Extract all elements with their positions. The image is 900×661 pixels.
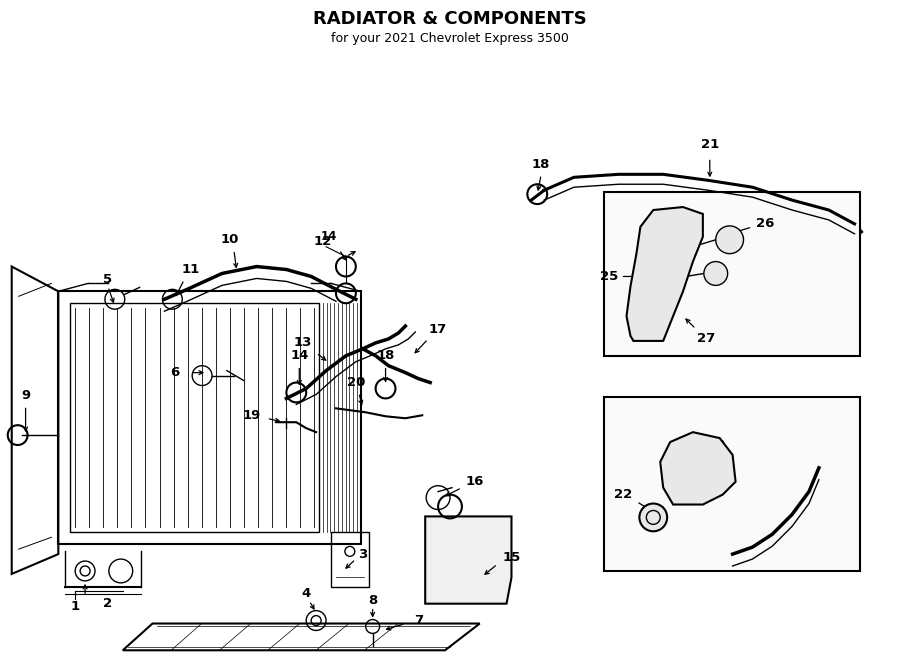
Text: 2: 2	[104, 597, 112, 610]
Text: 26: 26	[756, 217, 775, 231]
Text: for your 2021 Chevrolet Express 3500: for your 2021 Chevrolet Express 3500	[331, 32, 569, 45]
Circle shape	[716, 226, 743, 254]
Text: RADIATOR & COMPONENTS: RADIATOR & COMPONENTS	[313, 10, 587, 28]
Text: 23: 23	[706, 438, 724, 451]
Text: 3: 3	[358, 547, 367, 561]
Text: 7: 7	[414, 614, 423, 627]
Polygon shape	[661, 432, 735, 504]
Text: 22: 22	[615, 488, 633, 501]
Text: 10: 10	[220, 233, 239, 247]
Text: 17: 17	[429, 323, 447, 336]
Text: 4: 4	[302, 587, 310, 600]
Text: 20: 20	[346, 376, 365, 389]
Text: 18: 18	[532, 158, 551, 171]
Text: 13: 13	[294, 336, 312, 350]
Text: 15: 15	[502, 551, 520, 564]
Text: 27: 27	[697, 332, 715, 346]
Text: 8: 8	[368, 594, 377, 607]
Text: 24: 24	[647, 505, 665, 518]
Text: 1: 1	[70, 600, 80, 613]
Circle shape	[639, 504, 667, 531]
Text: 14: 14	[320, 230, 338, 243]
Polygon shape	[425, 516, 511, 603]
Bar	[604, 192, 860, 356]
Text: 5: 5	[104, 273, 112, 286]
Circle shape	[704, 262, 727, 286]
Text: 6: 6	[170, 366, 179, 379]
Text: 21: 21	[701, 138, 719, 151]
Bar	[604, 397, 860, 571]
Bar	[331, 532, 369, 587]
Polygon shape	[626, 207, 703, 341]
Text: 14: 14	[290, 349, 309, 362]
Text: 25: 25	[599, 270, 617, 283]
Text: 9: 9	[21, 389, 31, 402]
Text: 11: 11	[181, 263, 199, 276]
Text: 16: 16	[465, 475, 484, 488]
Text: 19: 19	[243, 408, 261, 422]
Text: 18: 18	[376, 349, 395, 362]
Text: 12: 12	[314, 235, 332, 249]
